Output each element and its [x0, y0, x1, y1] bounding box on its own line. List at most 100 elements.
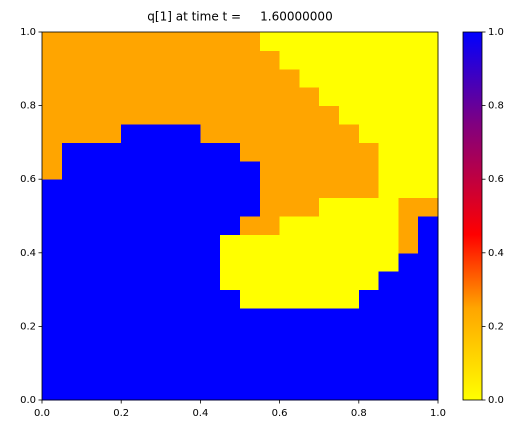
colorbar-tick-label: 0.2 — [488, 321, 504, 332]
heat-cell — [378, 326, 399, 346]
heat-cell — [378, 105, 399, 125]
heat-cell — [220, 50, 241, 70]
heat-cell — [61, 160, 83, 180]
heat-cell — [121, 271, 142, 291]
heat-cell — [81, 197, 102, 217]
heat-cell — [279, 216, 300, 235]
heat-cell — [61, 105, 83, 125]
heat-cell — [358, 271, 380, 291]
heat-cell — [121, 32, 142, 51]
heat-cell — [160, 252, 182, 272]
heat-cell — [61, 326, 83, 346]
heat-cell — [200, 197, 221, 217]
heat-cell — [398, 160, 419, 180]
heat-cell — [81, 289, 102, 309]
heat-cell — [259, 308, 281, 327]
heat-cell — [101, 179, 122, 199]
heat-cell — [101, 363, 122, 383]
x-tick-label: 0.4 — [192, 408, 208, 419]
heat-cell — [240, 179, 261, 199]
heat-cell — [339, 234, 360, 254]
heat-cell — [319, 197, 340, 217]
heat-cell — [81, 179, 102, 199]
heat-cell — [101, 142, 122, 162]
heat-cell — [418, 68, 439, 88]
heat-cell — [81, 87, 102, 107]
heat-cell — [240, 32, 261, 51]
plot-frame — [41, 31, 439, 401]
heat-cell — [81, 50, 102, 70]
heat-cell — [339, 197, 360, 217]
heat-cell — [398, 179, 419, 199]
heat-cell — [398, 234, 419, 254]
heat-cell — [101, 344, 122, 364]
heat-cell — [42, 326, 63, 346]
heat-cell — [81, 105, 102, 125]
heat-cell — [259, 252, 281, 272]
heat-cell — [418, 32, 439, 51]
heat-cell — [240, 271, 261, 291]
heat-cell — [240, 50, 261, 70]
heat-cell — [319, 50, 340, 70]
heat-cell — [160, 289, 182, 309]
heat-cell — [141, 381, 162, 401]
heat-cell — [200, 160, 221, 180]
heat-cell — [200, 142, 221, 162]
heat-cell — [299, 32, 320, 51]
heat-cell — [319, 105, 340, 125]
heat-cell — [180, 344, 201, 364]
heat-cell — [358, 363, 380, 383]
heat-cell — [299, 326, 320, 346]
heat-cell — [398, 271, 419, 291]
heat-cell — [299, 68, 320, 88]
heat-cell — [378, 289, 399, 309]
heat-cell — [141, 308, 162, 327]
heat-cell — [418, 289, 439, 309]
heat-cell — [160, 32, 182, 51]
heat-cell — [121, 160, 142, 180]
heat-cell — [180, 50, 201, 70]
heat-cell — [279, 32, 300, 51]
heat-cell — [141, 344, 162, 364]
heat-cell — [398, 142, 419, 162]
heat-cell — [240, 105, 261, 125]
heat-cell — [200, 68, 221, 88]
heat-cell — [339, 381, 360, 401]
colorbar-tick-label: 0.6 — [488, 174, 504, 185]
heat-cell — [121, 68, 142, 88]
heat-cell — [101, 234, 122, 254]
heat-cell — [160, 326, 182, 346]
heat-cell — [240, 252, 261, 272]
heat-cell — [339, 32, 360, 51]
heat-cell — [121, 326, 142, 346]
heat-cell — [378, 381, 399, 401]
heat-cell — [398, 326, 419, 346]
heat-cell — [299, 381, 320, 401]
heat-cell — [358, 289, 380, 309]
colorbar-tick-label: 0.0 — [488, 395, 504, 406]
heat-cell — [81, 381, 102, 401]
heat-cell — [339, 179, 360, 199]
heat-cell — [160, 381, 182, 401]
heat-cell — [160, 124, 182, 143]
heat-cell — [141, 32, 162, 51]
heat-cell — [339, 87, 360, 107]
heat-cell — [319, 216, 340, 235]
heat-cell — [220, 124, 241, 143]
heat-cell — [259, 326, 281, 346]
heat-cell — [319, 68, 340, 88]
x-tick-label: 0.8 — [351, 408, 367, 419]
heat-cell — [61, 87, 83, 107]
heat-cell — [81, 234, 102, 254]
heat-cell — [279, 68, 300, 88]
heat-cell — [160, 216, 182, 235]
heat-cell — [279, 197, 300, 217]
heat-cell — [180, 234, 201, 254]
heat-cell — [42, 363, 63, 383]
heat-cell — [61, 142, 83, 162]
heat-cell — [121, 105, 142, 125]
heat-cell — [319, 381, 340, 401]
heat-cell — [299, 271, 320, 291]
heat-cell — [180, 179, 201, 199]
